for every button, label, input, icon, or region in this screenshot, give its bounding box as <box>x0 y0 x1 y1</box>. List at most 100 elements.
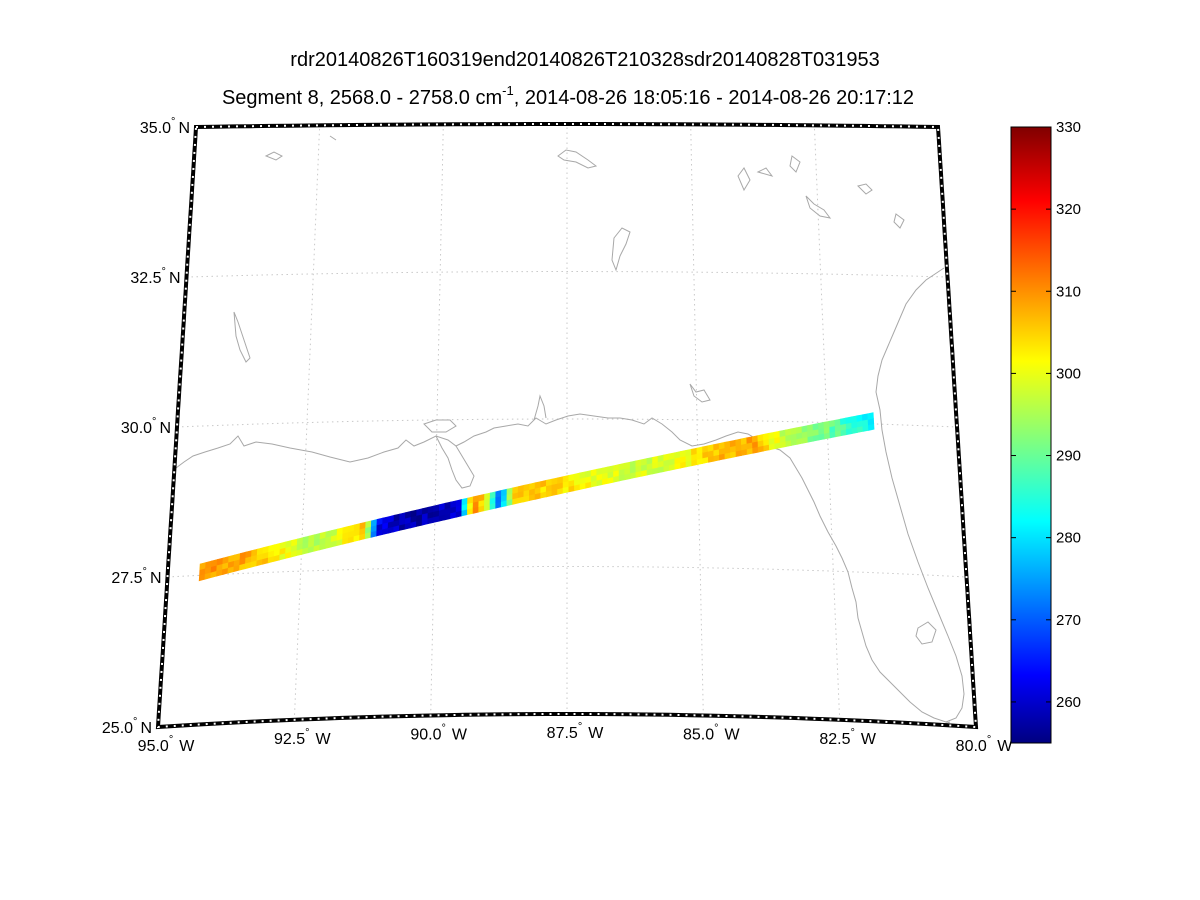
swath-cell <box>228 554 235 563</box>
swath-cell <box>444 501 452 510</box>
swath-cell <box>607 465 614 473</box>
swath-cell <box>433 504 440 512</box>
degree-mark: ° <box>133 716 137 728</box>
lake-marks-1 <box>264 151 283 161</box>
swath-cell <box>319 531 327 540</box>
colorbar-gradient <box>1010 126 1052 744</box>
swath-cell <box>501 488 508 497</box>
lon-tick-label-2: 90.0° W <box>410 722 468 743</box>
degree-mark: ° <box>152 416 156 428</box>
swath-cell <box>210 559 218 567</box>
lake-okeechobee <box>915 621 937 645</box>
lake-marks-7 <box>737 167 774 192</box>
lat-tick-value: 35.0 <box>140 120 171 137</box>
swath-cell <box>256 547 264 556</box>
swath-cell <box>652 455 659 464</box>
swath-cell <box>461 497 468 506</box>
swath-cell <box>216 557 224 566</box>
lon-tick-value: 87.5 <box>547 725 578 742</box>
lon-tick-hemisphere: W <box>588 725 604 742</box>
map-area[interactable]: 35.0° N32.5° N30.0° N27.5° N25.0° N 95.0° W 92.… <box>102 116 1013 755</box>
degree-mark: ° <box>578 721 582 733</box>
swath-cell <box>629 460 637 468</box>
swath-cell <box>785 428 792 436</box>
swath-cell <box>205 560 212 569</box>
lat-tick-label-1: 32.5° N <box>130 266 180 287</box>
swath-cell <box>450 500 457 508</box>
swath-cell <box>657 454 665 463</box>
swath-cell <box>685 448 692 457</box>
swath-cell <box>484 492 491 501</box>
lon-tick-value: 90.0 <box>410 726 441 743</box>
swath-cell <box>624 461 631 470</box>
swath-cell <box>702 445 709 453</box>
degree-mark: ° <box>442 722 446 734</box>
title-segment-range: Segment 8, 2568.0 - 2758.0 cm <box>222 87 502 109</box>
swath-cell <box>245 550 253 558</box>
lon-tick-value: 95.0 <box>138 738 169 755</box>
degree-mark: ° <box>987 734 991 746</box>
lat-tick-value: 27.5 <box>111 570 142 587</box>
swath-cell <box>365 520 372 529</box>
swath-cell <box>579 471 586 479</box>
swath-cell <box>239 551 247 560</box>
swath-cell <box>640 458 648 466</box>
lat-tick-hemisphere: N <box>140 720 152 737</box>
lon-tick-hemisphere: W <box>997 738 1013 755</box>
swath-cell <box>472 495 480 503</box>
swath-cell <box>735 438 742 446</box>
title-line-1: rdr20140826T160319end20140826T210328sdr2… <box>290 49 879 71</box>
lake-marks-6 <box>689 383 711 403</box>
latitude-tick-labels: 35.0° N32.5° N30.0° N27.5° N25.0° N <box>102 116 190 737</box>
swath-cell <box>233 553 241 561</box>
degree-mark: ° <box>143 566 147 578</box>
swath-cell <box>602 466 609 474</box>
swath-cell <box>779 429 786 437</box>
degree-mark: ° <box>305 727 309 739</box>
lon-tick-hemisphere: W <box>452 726 468 743</box>
swath-cell <box>273 542 281 551</box>
swath-cell <box>455 499 463 507</box>
swath-cell <box>478 493 485 502</box>
lake-marks-4 <box>611 227 631 272</box>
title-time-range: , 2014-08-26 18:05:16 - 2014-08-26 20:17… <box>514 87 914 109</box>
swath-cell <box>404 510 412 519</box>
swath-cell <box>668 452 676 460</box>
lake-marks-8 <box>789 155 832 219</box>
swath-cell <box>399 512 406 520</box>
swath-cell <box>421 506 429 515</box>
swath-cell <box>562 475 570 483</box>
swath-cell <box>812 423 819 431</box>
lake-pontchartrain <box>423 419 457 433</box>
swath-cell <box>696 446 703 454</box>
longitude-tick-labels: 95.0° W 92.5° W 90.0° W 87.5° W 85.0° W 82.5° W 80.0… <box>138 721 1014 755</box>
lat-tick-hemisphere: N <box>169 270 181 287</box>
swath-cell <box>751 435 759 443</box>
swath-cell <box>534 481 541 489</box>
swath-cell <box>325 530 332 538</box>
swath-cell <box>382 516 389 524</box>
lon-tick-hemisphere: W <box>725 726 741 743</box>
swath-cell <box>707 444 715 452</box>
map-frame <box>155 122 979 730</box>
swath-cell <box>540 479 547 488</box>
lake-marks-2 <box>329 135 337 141</box>
lat-tick-label-3: 27.5° N <box>111 566 161 587</box>
swath-cell <box>679 450 687 458</box>
swath-cell <box>796 426 803 434</box>
colorbar: 260 270 280 290 300 310 320 330 <box>1010 119 1081 744</box>
gulf-coastline <box>175 267 965 723</box>
degree-mark: ° <box>714 722 718 734</box>
lat-tick-label-4: 25.0° N <box>102 716 152 737</box>
lat-tick-value: 32.5 <box>130 270 161 287</box>
lon-tick-hemisphere: W <box>316 731 332 748</box>
swath-cell <box>762 432 770 441</box>
gridline-lat-3 <box>167 566 967 578</box>
lat-tick-hemisphere: N <box>178 120 190 137</box>
lon-tick-value: 82.5 <box>819 731 850 748</box>
lake-marks-9 <box>857 183 905 229</box>
swath-cell <box>713 443 720 451</box>
swath-cell <box>279 541 287 550</box>
colorbar-tick-label-1: 270 <box>1056 612 1081 629</box>
